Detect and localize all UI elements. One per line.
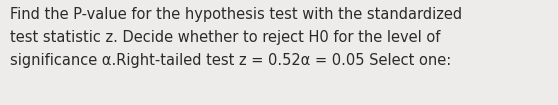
Text: Find the P-value for the hypothesis test with the standardized
test statistic z.: Find the P-value for the hypothesis test… [10, 7, 462, 68]
